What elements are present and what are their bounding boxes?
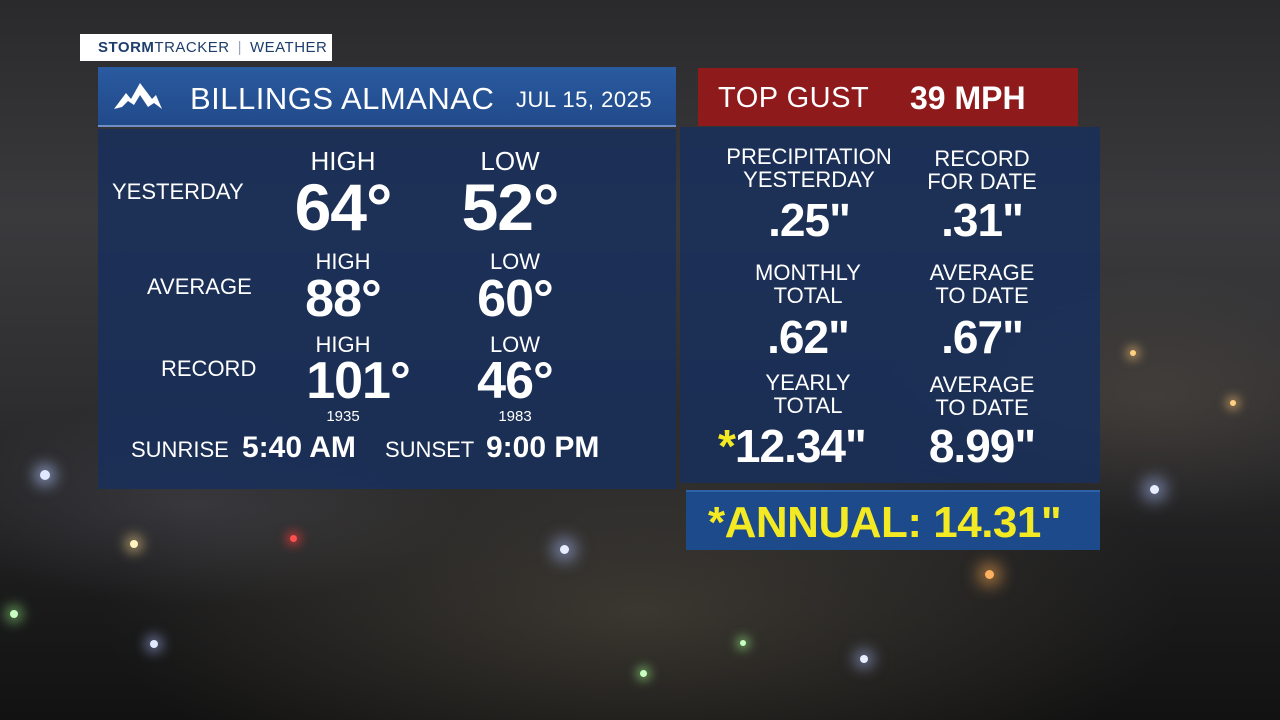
annual-total-text: *ANNUAL: 14.31" [708, 498, 1062, 547]
yearly-average-label: AVERAGE TO DATE [930, 373, 1035, 419]
precip-yesterday-label-1: PRECIPITATION [726, 144, 892, 169]
sunrise-value: 5:40 AM [242, 431, 356, 464]
yesterday-low-label: LOW [480, 146, 540, 176]
yearly-average-value: 8.99" [928, 420, 1036, 472]
brand-separator: | [237, 39, 242, 56]
record-high-year: 1935 [326, 408, 360, 425]
precip-record-label-1: RECORD [934, 146, 1030, 171]
yearly-average-label-2: TO DATE [935, 395, 1029, 420]
monthly-total-label-1: MONTHLY [755, 260, 861, 285]
yearly-total-value: 12.34" [734, 420, 867, 472]
precip-record-value: .31" [941, 194, 1024, 246]
monthly-total-label: MONTHLY TOTAL [755, 261, 861, 307]
precip-record-label-2: FOR DATE [927, 169, 1037, 194]
monthly-average-label: AVERAGE TO DATE [930, 261, 1035, 307]
monthly-average-value: .67" [941, 311, 1024, 363]
record-low-year: 1983 [498, 408, 532, 425]
record-high-label: HIGH [315, 332, 371, 357]
monthly-average-label-1: AVERAGE [929, 260, 1035, 285]
yearly-total-label-1: YEARLY [765, 370, 851, 395]
yearly-total-asterisk: * [718, 420, 736, 472]
brand-tracker: TRACKER [154, 39, 230, 56]
monthly-average-label-2: TO DATE [935, 283, 1029, 308]
yearly-total-label: YEARLY TOTAL [765, 371, 850, 417]
mountain-logo-icon [114, 83, 162, 109]
almanac-header: BILLINGS ALMANAC JUL 15, 2025 [98, 67, 676, 127]
page-title: BILLINGS ALMANAC [190, 81, 495, 116]
precipitation-panel: PRECIPITATION YESTERDAY .25" RECORD FOR … [680, 127, 1100, 483]
yesterday-high-value: 64° [294, 170, 393, 244]
average-high-label: HIGH [315, 249, 371, 274]
top-gust-label: TOP GUST [718, 82, 870, 114]
record-low-label: LOW [489, 332, 541, 357]
precip-yesterday-label: PRECIPITATION YESTERDAY [726, 145, 891, 191]
precip-yesterday-value: .25" [768, 194, 851, 246]
record-high-value: 101° [306, 352, 411, 410]
almanac-date: JUL 15, 2025 [516, 87, 653, 112]
precip-yesterday-label-2: YESTERDAY [743, 167, 875, 192]
yesterday-high-label: HIGH [310, 146, 376, 176]
yearly-total-label-2: TOTAL [773, 393, 843, 418]
average-low-label: LOW [489, 249, 541, 274]
sunrise-label: SUNRISE [131, 437, 229, 462]
brand-section: WEATHER [250, 39, 328, 56]
precip-record-label: RECORD FOR DATE [927, 147, 1037, 193]
brand-storm: STORM [98, 39, 155, 56]
top-gust-banner: TOP GUST 39 MPH [698, 68, 1078, 126]
yesterday-label: YESTERDAY [112, 179, 244, 204]
sunset-value: 9:00 PM [486, 431, 600, 464]
temperature-panel: YESTERDAY HIGH LOW 64° 52° AVERAGE HIGH … [98, 129, 676, 489]
average-high-value: 88° [305, 270, 382, 328]
average-low-value: 60° [477, 270, 554, 328]
top-gust-value: 39 MPH [910, 80, 1026, 116]
yearly-total-value-wrap: *12.34" [718, 419, 867, 473]
yesterday-low-value: 52° [461, 170, 560, 244]
monthly-total-value: .62" [767, 311, 850, 363]
yearly-average-label-1: AVERAGE [929, 372, 1035, 397]
average-label: AVERAGE [147, 274, 252, 299]
annual-total-banner: *ANNUAL: 14.31" [686, 490, 1100, 550]
record-low-value: 46° [477, 352, 554, 410]
record-label: RECORD [161, 356, 257, 381]
sunset-label: SUNSET [385, 437, 475, 462]
monthly-total-label-2: TOTAL [773, 283, 843, 308]
stormtracker-weather-tag: STORM TRACKER | WEATHER [80, 34, 332, 61]
